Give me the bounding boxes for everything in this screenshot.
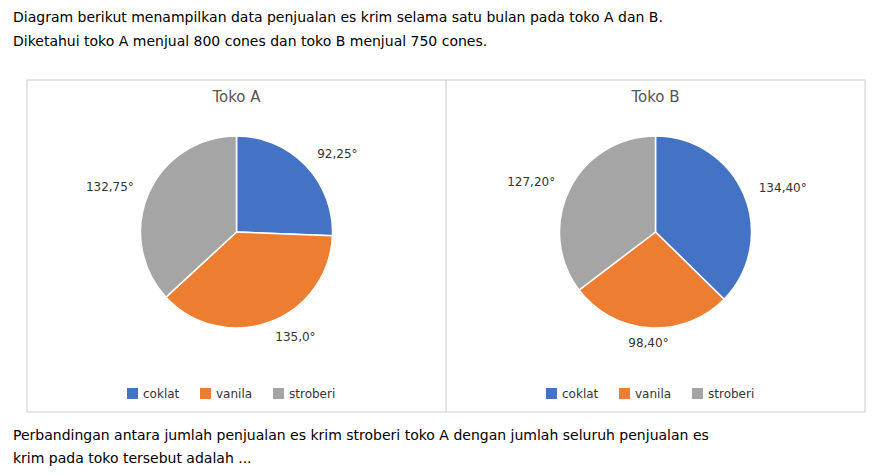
legend-swatch (200, 388, 211, 399)
data-label: 134,40° (759, 181, 807, 195)
data-label: 127,20° (507, 175, 555, 189)
legend-entry: stroberi (289, 387, 335, 401)
pie-slice (560, 136, 656, 290)
chart-title: Toko B (630, 88, 679, 106)
panel-frame (27, 80, 865, 412)
legend-swatch (546, 388, 557, 399)
chart-root: Diagram berikut menampilkan data penjual… (0, 0, 892, 476)
panel-divider (446, 80, 447, 412)
pie-slice (140, 136, 236, 297)
data-labels: 134,40° 98,40° 127,20° (507, 175, 807, 351)
legend-entry: coklat (562, 387, 599, 401)
slices (560, 136, 752, 328)
pie-chart: Toko B 134,40° 98,40° 127,20° coklat vanila st… (507, 88, 807, 401)
legend-entry: vanila (216, 387, 252, 401)
background (0, 0, 892, 476)
annotation: krim pada toko tersebut adalah ... (13, 450, 252, 466)
legend-swatch (619, 388, 630, 399)
legend: coklat vanila stroberi (546, 387, 754, 401)
data-label: 98,40° (628, 336, 668, 350)
legend-swatch (127, 388, 138, 399)
legend-entry: vanila (635, 387, 671, 401)
annotation: Perbandingan antara jumlah penjualan es … (13, 427, 709, 443)
slices (140, 136, 332, 328)
legend-swatch (273, 388, 284, 399)
legend-entry: coklat (143, 387, 180, 401)
legend-entry: stroberi (708, 387, 754, 401)
data-label: 132,75° (86, 180, 134, 194)
legend: coklat vanila stroberi (127, 387, 335, 401)
data-label: 92,25° (317, 147, 357, 161)
legend-swatch (692, 388, 703, 399)
annotation: Diagram berikut menampilkan data penjual… (13, 9, 663, 25)
data-label: 135,0° (275, 330, 315, 344)
annotation: Diketahui toko A menjual 800 cones dan t… (13, 33, 487, 49)
chart-title: Toko A (211, 88, 261, 106)
data-labels: 92,25° 135,0° 132,75° (86, 147, 358, 344)
pie-chart: Toko A 92,25° 135,0° 132,75° coklat vanila str… (86, 88, 358, 401)
